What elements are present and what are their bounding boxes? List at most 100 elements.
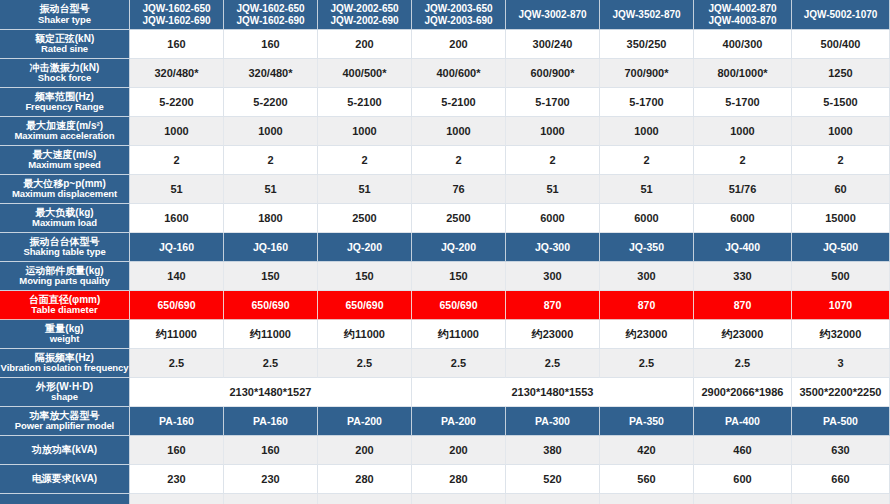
partial-row-cell: [694, 494, 792, 504]
spec-cell: JQ-200: [412, 233, 506, 262]
spec-cell: PA-300: [506, 407, 600, 436]
spec-value: 2: [837, 154, 843, 167]
spec-value: 600: [733, 473, 751, 486]
spec-cell: 650/690: [318, 291, 412, 320]
row-header-cell: 冲击激振力(kN)Shock force: [0, 59, 130, 88]
row-header-cell: 功率放大器型号Power amplifier model: [0, 407, 130, 436]
spec-cell: 400/500*: [318, 59, 412, 88]
spec-cell: 5-1700: [600, 88, 694, 117]
row-header-cell: 外形(W·H·D)shape: [0, 378, 130, 407]
spec-cell: 2: [224, 146, 318, 175]
spec-value: 700/900*: [624, 67, 668, 80]
spec-value: 2.5: [639, 357, 654, 370]
spec-value: 300/240: [533, 38, 573, 51]
spec-cell: 630: [792, 436, 890, 465]
spec-value: 230: [261, 473, 279, 486]
spec-value: 2.5: [545, 357, 560, 370]
spec-value: 600/900*: [530, 67, 574, 80]
spec-cell: 150: [318, 262, 412, 291]
spec-value: 870: [544, 299, 562, 311]
spec-value: 560: [637, 473, 655, 486]
spec-row: 振动台台体型号Shaking table typeJQ-160JQ-160JQ-…: [0, 233, 890, 262]
spec-cell: 500: [792, 262, 890, 291]
spec-cell: 3: [792, 349, 890, 378]
spec-value: 5-1700: [535, 96, 569, 109]
spec-cell: 200: [318, 30, 412, 59]
spec-cell: 5-2100: [412, 88, 506, 117]
row-header-cell: 隔振频率(Hz)Vibration isolation frequency: [0, 349, 130, 378]
spec-value: JQ-300: [535, 241, 570, 253]
spec-value: 150: [355, 270, 373, 283]
model-number: JQW-1602-690: [236, 15, 304, 27]
spec-cell: 200: [318, 436, 412, 465]
spec-value: PA-300: [535, 415, 570, 427]
spec-value: 5-2200: [253, 96, 287, 109]
spec-row: 台面直径(φmm)Table diameter650/690650/690650…: [0, 291, 890, 320]
spec-cell: 约11000: [318, 320, 412, 349]
spec-cell: 约11000: [130, 320, 224, 349]
spec-value: 约11000: [250, 328, 291, 341]
spec-cell: 140: [130, 262, 224, 291]
spec-value: PA-200: [347, 415, 382, 427]
spec-value: 2500: [352, 212, 376, 225]
spec-value: 6000: [634, 212, 658, 225]
spec-value: PA-160: [253, 415, 288, 427]
spec-cell: 230: [224, 465, 318, 494]
spec-cell: 300: [600, 262, 694, 291]
row-header-cell: 最大速度(m/s)Maximum speed: [0, 146, 130, 175]
spec-value: 5-1700: [629, 96, 663, 109]
model-number: JQW-2002-690: [330, 15, 398, 27]
spec-cell: 600: [694, 465, 792, 494]
spec-value: 2500: [446, 212, 470, 225]
spec-cell: 650/690: [412, 291, 506, 320]
spec-value: PA-350: [629, 415, 664, 427]
spec-value: 1800: [258, 212, 282, 225]
spec-cell: 51/76: [694, 175, 792, 204]
row-label-en: Vibration isolation frequency: [1, 363, 129, 374]
spec-value: 2.5: [451, 357, 466, 370]
spec-cell: 1070: [792, 291, 890, 320]
spec-value: PA-160: [159, 415, 194, 427]
spec-value: 400/600*: [436, 67, 480, 80]
spec-value: 2: [455, 154, 461, 167]
spec-value: 280: [449, 473, 467, 486]
spec-row: 功率放大器型号Power amplifier model PA-160 PA-160…: [0, 407, 890, 436]
spec-cell: 5-2100: [318, 88, 412, 117]
spec-cell: 约11000: [224, 320, 318, 349]
spec-cell: JQ-350: [600, 233, 694, 262]
spec-cell: 2.5: [600, 349, 694, 378]
spec-value: 660: [831, 473, 849, 486]
model-number: JQW-3002-870: [518, 9, 586, 21]
spec-value: 2130*1480*1527: [230, 386, 312, 399]
row-label-en: Maximum displacement: [12, 189, 117, 200]
shaker-spec-table: 振动台型号 Shaker type JQW-1602-650JQW-1602-6…: [0, 0, 890, 504]
spec-cell: 200: [412, 436, 506, 465]
spec-cell: JQ-400: [694, 233, 792, 262]
spec-value: 200: [449, 444, 467, 457]
spec-cell: 1250: [792, 59, 890, 88]
spec-cell: 150: [224, 262, 318, 291]
spec-row: 最大位移p~p(mm)Maximum displacement515151765…: [0, 175, 890, 204]
row-header-cell: 电源要求(kVA): [0, 465, 130, 494]
spec-cell: JQ-200: [318, 233, 412, 262]
spec-value: 2: [361, 154, 367, 167]
spec-value: 1600: [164, 212, 188, 225]
spec-value: 1070: [829, 299, 852, 311]
spec-rows: 额定正弦(kN)Rated sine160160200200300/240350…: [0, 30, 890, 494]
spec-value: 500/400: [821, 38, 861, 51]
row-label-en: Table diameter: [31, 305, 97, 316]
spec-value: JQ-400: [725, 241, 760, 253]
spec-value: 6000: [730, 212, 754, 225]
shaker-type-header-cell: 振动台型号 Shaker type: [0, 0, 130, 30]
spec-value: 330: [733, 270, 751, 283]
spec-cell: PA-160: [224, 407, 318, 436]
spec-cell: JQ-300: [506, 233, 600, 262]
spec-cell: 380: [506, 436, 600, 465]
spec-value: 51/76: [729, 183, 757, 196]
spec-value: 1250: [828, 67, 852, 80]
row-label-en: Maximum speed: [28, 160, 101, 171]
spec-value: 1000: [164, 125, 188, 138]
spec-cell: 1800: [224, 204, 318, 233]
spec-row: 电源要求(kVA)230230280280520560600660: [0, 465, 890, 494]
spec-cell: 870: [694, 291, 792, 320]
